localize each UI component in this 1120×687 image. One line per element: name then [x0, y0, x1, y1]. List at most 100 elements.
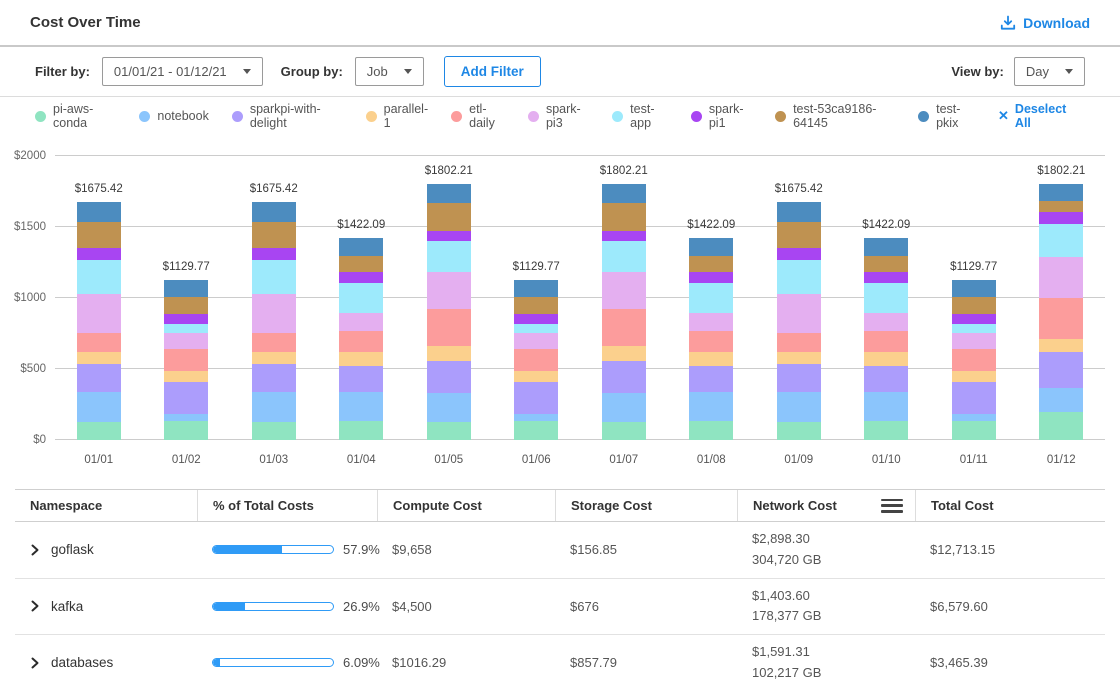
col-header-namespace[interactable]: Namespace: [30, 498, 103, 513]
bar-segment-test-pkix[interactable]: [689, 238, 734, 257]
bar-segment-spark-pi1[interactable]: [76, 248, 121, 261]
download-button[interactable]: Download: [1000, 15, 1090, 31]
bar-segment-sparkpi-with-delight[interactable]: [514, 381, 559, 414]
bar-segment-test-53ca9186-64145[interactable]: [426, 202, 471, 231]
bar-segment-pi-aws-conda[interactable]: [76, 421, 121, 440]
bar-segment-etl-daily[interactable]: [76, 332, 121, 352]
bar-segment-test-53ca9186-64145[interactable]: [776, 222, 821, 249]
bar-segment-sparkpi-with-delight[interactable]: [76, 364, 121, 392]
bar-segment-test-app[interactable]: [689, 282, 734, 314]
stacked-bar[interactable]: [76, 202, 121, 440]
bar-segment-test-pkix[interactable]: [601, 184, 646, 203]
legend-item[interactable]: notebook: [139, 109, 209, 123]
bar-segment-test-pkix[interactable]: [251, 202, 296, 223]
bar-segment-spark-pi3[interactable]: [339, 313, 384, 331]
bar-segment-notebook[interactable]: [514, 413, 559, 421]
bar-segment-notebook[interactable]: [776, 391, 821, 422]
legend-item[interactable]: parallel-1: [365, 102, 428, 130]
bar-segment-etl-daily[interactable]: [339, 330, 384, 353]
bar-segment-test-pkix[interactable]: [514, 279, 559, 298]
bar-segment-etl-daily[interactable]: [864, 330, 909, 353]
bar-segment-test-app[interactable]: [76, 260, 121, 294]
stacked-bar[interactable]: [1039, 184, 1084, 440]
bar-segment-test-pkix[interactable]: [164, 279, 209, 298]
group-by-select[interactable]: Job: [354, 57, 424, 86]
bar-segment-test-pkix[interactable]: [1039, 184, 1084, 202]
bar-segment-spark-pi1[interactable]: [426, 230, 471, 242]
view-by-select[interactable]: Day: [1013, 57, 1085, 86]
stacked-bar[interactable]: [251, 202, 296, 440]
bar-segment-spark-pi1[interactable]: [864, 271, 909, 283]
bar-segment-parallel-1[interactable]: [601, 346, 646, 362]
bar-segment-spark-pi3[interactable]: [164, 333, 209, 350]
bar-segment-pi-aws-conda[interactable]: [251, 421, 296, 440]
bar-segment-test-pkix[interactable]: [76, 202, 121, 223]
bar-segment-notebook[interactable]: [1039, 388, 1084, 412]
bar-segment-notebook[interactable]: [339, 391, 384, 422]
bar-segment-spark-pi3[interactable]: [426, 271, 471, 309]
column-settings-icon[interactable]: [881, 498, 903, 513]
bar-segment-spark-pi1[interactable]: [689, 271, 734, 283]
bar-segment-test-53ca9186-64145[interactable]: [251, 222, 296, 249]
legend-item[interactable]: spark-pi1: [690, 102, 752, 130]
bar-segment-parallel-1[interactable]: [951, 370, 996, 382]
bar-segment-spark-pi1[interactable]: [514, 313, 559, 325]
bar-segment-test-53ca9186-64145[interactable]: [689, 256, 734, 272]
bar-segment-pi-aws-conda[interactable]: [514, 420, 559, 440]
bar-segment-test-app[interactable]: [251, 260, 296, 294]
bar-segment-notebook[interactable]: [951, 413, 996, 421]
legend-item[interactable]: pi-aws-conda: [35, 102, 116, 130]
bar-segment-pi-aws-conda[interactable]: [951, 420, 996, 440]
bar-segment-test-pkix[interactable]: [339, 238, 384, 257]
bar-segment-etl-daily[interactable]: [251, 332, 296, 352]
bar-segment-etl-daily[interactable]: [164, 349, 209, 371]
bar-segment-notebook[interactable]: [864, 391, 909, 422]
bar-segment-sparkpi-with-delight[interactable]: [951, 381, 996, 414]
bar-segment-notebook[interactable]: [426, 393, 471, 422]
bar-segment-test-53ca9186-64145[interactable]: [601, 202, 646, 231]
col-header-percent-of-total[interactable]: % of Total Costs: [197, 490, 377, 521]
stacked-bar[interactable]: [864, 238, 909, 440]
bar-segment-pi-aws-conda[interactable]: [776, 421, 821, 440]
bar-segment-sparkpi-with-delight[interactable]: [864, 366, 909, 392]
bar-segment-pi-aws-conda[interactable]: [601, 421, 646, 440]
date-range-select[interactable]: 01/01/21 - 01/12/21: [101, 57, 263, 86]
bar-segment-test-app[interactable]: [339, 282, 384, 314]
stacked-bar[interactable]: [951, 279, 996, 440]
expand-chevron-right-icon[interactable]: [30, 544, 40, 556]
bar-segment-spark-pi3[interactable]: [689, 313, 734, 331]
bar-segment-spark-pi3[interactable]: [601, 271, 646, 309]
bar-segment-sparkpi-with-delight[interactable]: [776, 364, 821, 392]
bar-segment-test-53ca9186-64145[interactable]: [164, 297, 209, 314]
stacked-bar[interactable]: [689, 238, 734, 440]
bar-segment-test-53ca9186-64145[interactable]: [514, 297, 559, 314]
bar-segment-parallel-1[interactable]: [426, 346, 471, 362]
stacked-bar[interactable]: [164, 279, 209, 440]
bar-segment-etl-daily[interactable]: [514, 349, 559, 371]
bar-segment-spark-pi3[interactable]: [76, 293, 121, 333]
bar-segment-pi-aws-conda[interactable]: [864, 421, 909, 440]
bar-segment-sparkpi-with-delight[interactable]: [164, 381, 209, 414]
bar-segment-parallel-1[interactable]: [76, 351, 121, 365]
bar-segment-test-app[interactable]: [951, 324, 996, 334]
expand-chevron-right-icon[interactable]: [30, 657, 40, 669]
bar-segment-test-pkix[interactable]: [426, 184, 471, 203]
namespace-cell[interactable]: databases: [15, 648, 197, 677]
bar-segment-spark-pi1[interactable]: [776, 248, 821, 261]
bar-segment-spark-pi3[interactable]: [1039, 257, 1084, 298]
bar-segment-spark-pi1[interactable]: [339, 271, 384, 283]
bar-segment-notebook[interactable]: [76, 391, 121, 422]
stacked-bar[interactable]: [514, 279, 559, 440]
bar-segment-test-pkix[interactable]: [864, 238, 909, 257]
bar-segment-test-53ca9186-64145[interactable]: [76, 222, 121, 249]
bar-segment-sparkpi-with-delight[interactable]: [601, 361, 646, 394]
bar-segment-test-pkix[interactable]: [951, 279, 996, 298]
col-header-network-cost[interactable]: Network Cost: [737, 490, 915, 521]
add-filter-button[interactable]: Add Filter: [443, 56, 541, 87]
bar-segment-etl-daily[interactable]: [951, 349, 996, 371]
stacked-bar[interactable]: [426, 184, 471, 440]
bar-segment-parallel-1[interactable]: [689, 352, 734, 367]
bar-segment-notebook[interactable]: [251, 391, 296, 422]
bar-segment-parallel-1[interactable]: [864, 352, 909, 367]
bar-segment-notebook[interactable]: [601, 393, 646, 422]
